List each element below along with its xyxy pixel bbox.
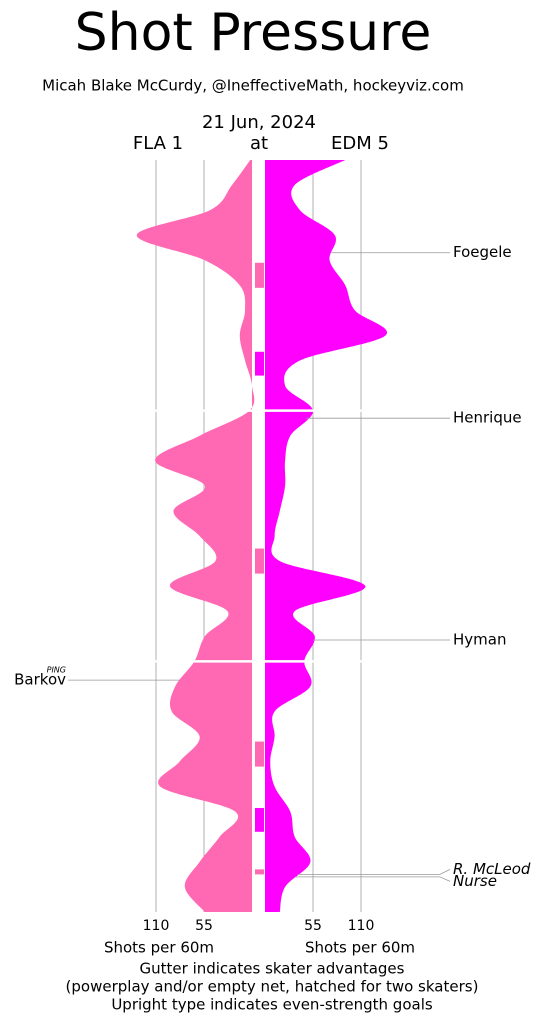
footer-note: Upright type indicates even-strength goa… [111, 996, 433, 1014]
goal-label: Henrique [453, 409, 522, 427]
goal-note: PING [47, 666, 66, 675]
gutter-advantage [255, 262, 264, 288]
pressure-area [265, 160, 388, 912]
gutter-advantage [255, 807, 264, 832]
goal-leader [297, 869, 451, 875]
goal-label: Foegele [453, 243, 512, 261]
x-tick-label: 55 [195, 918, 213, 934]
footer-note: (powerplay and/or empty net, hatched for… [66, 978, 479, 996]
x-tick-label: 55 [304, 918, 322, 934]
connector: at [250, 133, 268, 154]
gutter-advantage [255, 869, 264, 875]
goal-label: Barkov [14, 671, 66, 689]
x-axis-label: Shots per 60m [104, 939, 214, 957]
team-label: EDM 5 [331, 133, 389, 154]
footer-note: Gutter indicates skater advantages [140, 960, 405, 978]
gutter-advantage [255, 741, 264, 767]
gutter-advantage [255, 548, 264, 574]
x-axis-label: Shots per 60m [305, 939, 415, 957]
subtitle: Micah Blake McCurdy, @IneffectiveMath, h… [42, 77, 464, 95]
chart-title: Shot Pressure [75, 3, 432, 63]
goal-leader [295, 876, 451, 882]
pressure-area [136, 160, 255, 912]
goal-label: R. McLeod [453, 860, 531, 878]
goal-label: Nurse [453, 872, 497, 890]
x-tick-label: 110 [143, 918, 170, 934]
x-tick-label: 110 [348, 918, 375, 934]
gutter-advantage [255, 351, 264, 376]
date: 21 Jun, 2024 [202, 112, 316, 133]
goal-label: Hyman [453, 631, 506, 649]
team-label: FLA 1 [133, 133, 183, 154]
